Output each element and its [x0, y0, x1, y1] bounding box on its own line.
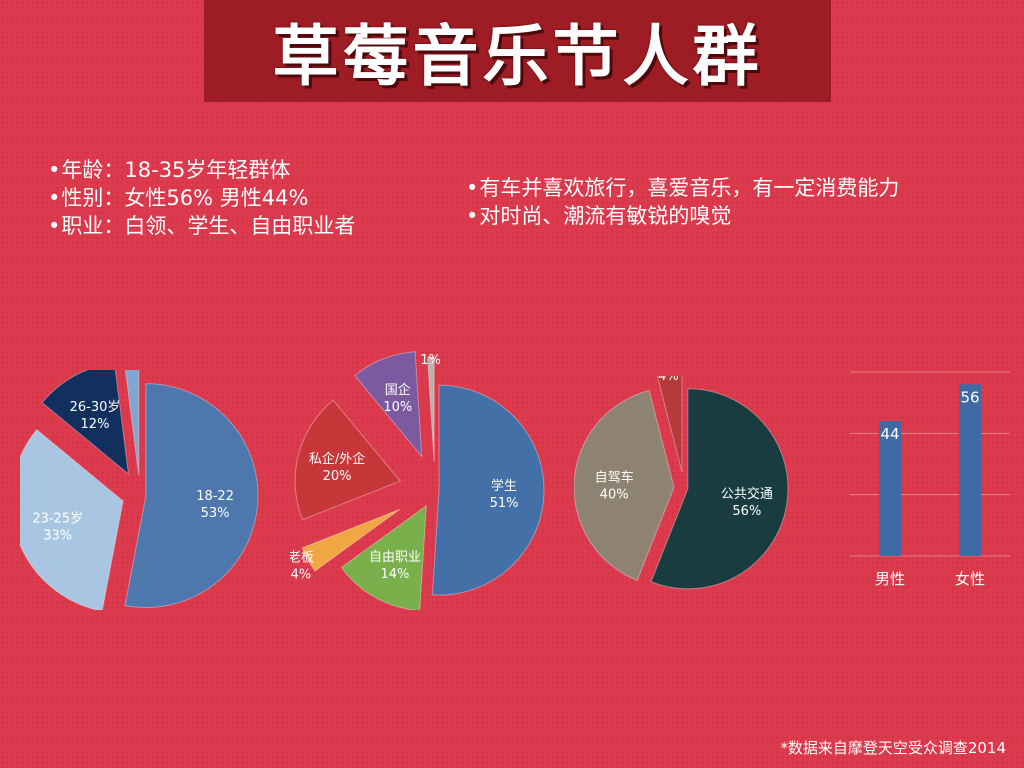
bullet-occupation: 职业：白领、学生、自由职业者 — [48, 212, 355, 240]
pie-value-label: 53% — [201, 506, 230, 521]
pie-value-label: 12% — [81, 417, 110, 432]
bullet-age: 年龄：18-35岁年轻群体 — [48, 156, 355, 184]
bar-0 — [879, 421, 901, 556]
pie-slice---0 — [650, 388, 789, 590]
bar-value-label: 56 — [960, 388, 979, 406]
pie-label: 公共交通 — [721, 486, 773, 502]
pie-slice---5 — [426, 356, 435, 463]
gender-bar-chart: 44 男性 56 女性 — [850, 371, 1010, 588]
pie-value-label: 51% — [490, 496, 519, 511]
title-banner: 草莓音乐节人群 — [204, 0, 831, 102]
pie-label: 23-25岁 — [32, 512, 83, 527]
occupation-pie-chart: 学生 51% 自由职业 14% 老板 4% 私企/外企 20% 国企 10% 其他 1% — [290, 350, 545, 610]
bar-category-label: 男性 — [875, 570, 905, 588]
pie-slice-18-22-0 — [124, 383, 259, 609]
pie-value-label: 1% — [420, 353, 441, 368]
pie-slice-slice-3 — [124, 370, 140, 476]
bullet-lifestyle: 有车并喜欢旅行，喜爱音乐，有一定消费能力 — [466, 174, 899, 202]
pie-value-label: 40% — [600, 488, 629, 503]
pie-value-label: 4% — [291, 568, 312, 583]
bullet-gender: 性别：女性56% 男性44% — [48, 184, 355, 212]
pie-slice---0 — [431, 384, 545, 596]
pie-slice---2 — [301, 508, 401, 572]
pie-slice-23-25--1 — [20, 429, 124, 610]
pie-slice---3 — [294, 399, 401, 521]
pie-label: 老板 — [290, 551, 314, 566]
pie-label: 自由职业 — [369, 550, 421, 565]
pie-value-label: 10% — [383, 400, 412, 415]
bullet-list-left: 年龄：18-35岁年轻群体 性别：女性56% 男性44% 职业：白领、学生、自由… — [48, 156, 355, 240]
pie-slice---4 — [354, 351, 423, 459]
pie-label: 学生 — [491, 478, 517, 494]
bullet-list-right: 有车并喜欢旅行，喜爱音乐，有一定消费能力 对时尚、潮流有敏锐的嗅觉 — [466, 174, 899, 230]
pie-label: 自驾车 — [595, 470, 634, 486]
pie-value-label: 4% — [658, 376, 679, 384]
pie-label: 18-22 — [196, 489, 234, 504]
bar-1 — [959, 384, 981, 556]
bar-category-label: 女性 — [955, 570, 985, 588]
page-title: 草莓音乐节人群 — [272, 18, 763, 95]
bullet-fashion: 对时尚、潮流有敏锐的嗅觉 — [466, 202, 899, 230]
pie-value-label: 33% — [43, 529, 72, 544]
pie-label: 26-30岁 — [70, 400, 121, 415]
source-footnote: *数据来自摩登天空受众调查2014 — [780, 739, 1006, 757]
pie-label: 私企/外企 — [309, 451, 365, 467]
bar-value-label: 44 — [880, 425, 899, 443]
pie-value-label: 56% — [732, 504, 761, 519]
pie-slice---2 — [656, 376, 683, 473]
pie-label: 国企 — [385, 382, 411, 398]
pie-slice---1 — [340, 504, 427, 610]
pie-slice---1 — [574, 389, 675, 581]
pie-slice-26-30--2 — [41, 370, 130, 476]
pie-label: 其他 — [418, 350, 444, 351]
pie-value-label: 14% — [381, 567, 410, 582]
pie-value-label: 20% — [323, 469, 352, 484]
